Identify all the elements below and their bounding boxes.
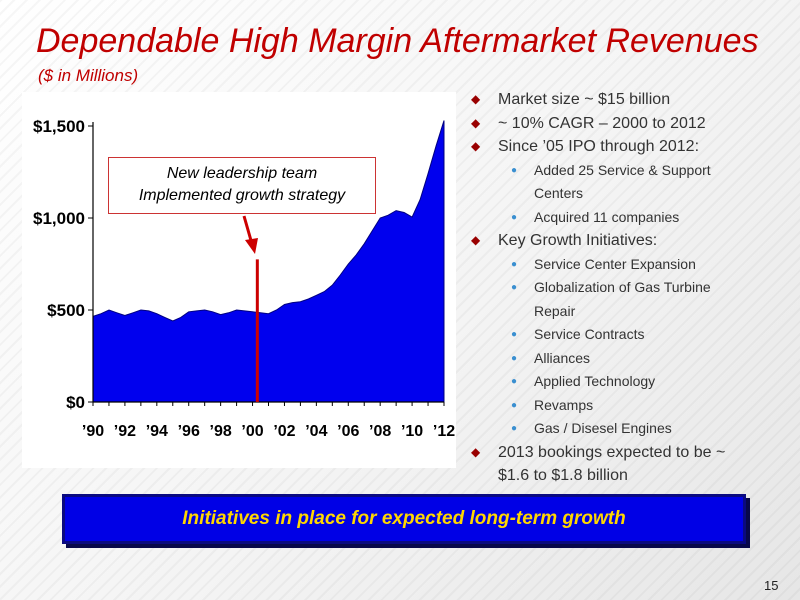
sub-bullet-item: Applied Technology bbox=[468, 370, 788, 394]
sub-bullet-item: Repair bbox=[534, 302, 576, 319]
bullet-item: ~ 10% CAGR – 2000 to 2012 bbox=[468, 112, 788, 136]
x-tick-label: ’08 bbox=[369, 423, 391, 440]
sub-bullet-item: Acquired 11 companies bbox=[468, 206, 788, 230]
bullet-item: Market size ~ $15 billion bbox=[468, 88, 788, 112]
y-tick-label: $1,000 bbox=[33, 209, 85, 228]
callout-line-2: Implemented growth strategy bbox=[138, 187, 346, 204]
x-tick-label: ’02 bbox=[273, 423, 295, 440]
sub-bullet-item: Service Contracts bbox=[468, 323, 788, 347]
x-tick-label: ’00 bbox=[241, 423, 263, 440]
sub-bullet-item: Centers bbox=[534, 185, 584, 201]
revenue-area bbox=[92, 120, 445, 403]
x-tick-label: ’10 bbox=[401, 423, 423, 440]
y-tick-label: $0 bbox=[66, 393, 85, 412]
slide-title: Dependable High Margin Aftermarket Reven… bbox=[36, 22, 759, 60]
y-tick-label: $500 bbox=[47, 301, 85, 320]
growth-banner: Initiatives in place for expected long-t… bbox=[62, 494, 746, 544]
bullet-item: Since ’05 IPO through 2012: bbox=[468, 135, 788, 159]
sub-bullet-item: Globalization of Gas Turbine bbox=[468, 276, 788, 300]
x-tick-label: ’98 bbox=[210, 423, 232, 440]
y-tick-label: $1,500 bbox=[33, 117, 85, 136]
bullet-item: $1.6 to $1.8 billion bbox=[498, 467, 628, 484]
sub-bullet-item: Alliances bbox=[468, 347, 788, 371]
x-tick-label: ’06 bbox=[337, 423, 359, 440]
bullet-item: Key Growth Initiatives: bbox=[468, 229, 788, 253]
slide-subtitle: ($ in Millions) bbox=[38, 66, 139, 85]
sub-bullet-item: Service Center Expansion bbox=[468, 253, 788, 277]
revenue-chart: $0 $500 $1,000 $1,500 ’90 ’92 ’94 ’96 ’98 ’00 ’02 ’… bbox=[22, 92, 456, 468]
x-tick-label: ’90 bbox=[82, 423, 104, 440]
sub-bullet-item: Revamps bbox=[468, 394, 788, 418]
x-tick-label: ’94 bbox=[146, 423, 168, 440]
bullet-list: Market size ~ $15 billion~ 10% CAGR – 20… bbox=[468, 88, 788, 488]
bullet-item: 2013 bookings expected to be ~ bbox=[468, 441, 788, 465]
callout-line-1: New leadership team bbox=[166, 165, 318, 182]
x-tick-label: ’96 bbox=[178, 423, 200, 440]
x-tick-label: ’12 bbox=[433, 423, 455, 440]
page-number: 15 bbox=[764, 578, 779, 593]
x-tick-label: ’04 bbox=[305, 423, 327, 440]
callout-arrow-head bbox=[245, 238, 258, 254]
chart-canvas: $0 $500 $1,000 $1,500 ’90 ’92 ’94 ’96 ’98 ’00 ’02 ’… bbox=[33, 117, 455, 440]
x-tick-label: ’92 bbox=[114, 423, 136, 440]
leadership-callout: New leadership team Implemented growth s… bbox=[108, 157, 376, 214]
sub-bullet-item: Added 25 Service & Support bbox=[468, 159, 788, 183]
sub-bullet-item: Gas / Disesel Engines bbox=[468, 417, 788, 441]
